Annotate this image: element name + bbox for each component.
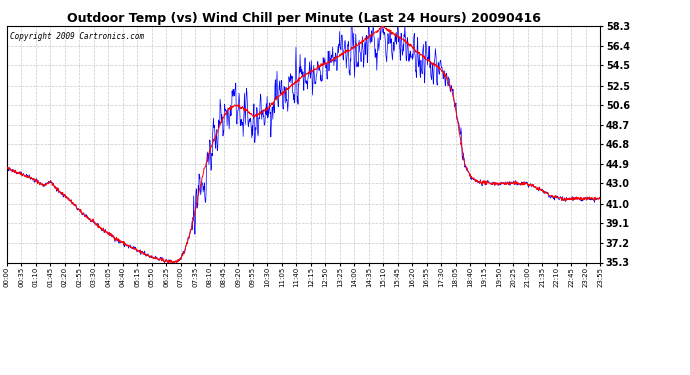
Title: Outdoor Temp (vs) Wind Chill per Minute (Last 24 Hours) 20090416: Outdoor Temp (vs) Wind Chill per Minute …	[67, 12, 540, 25]
Text: Copyright 2009 Cartronics.com: Copyright 2009 Cartronics.com	[10, 32, 144, 41]
